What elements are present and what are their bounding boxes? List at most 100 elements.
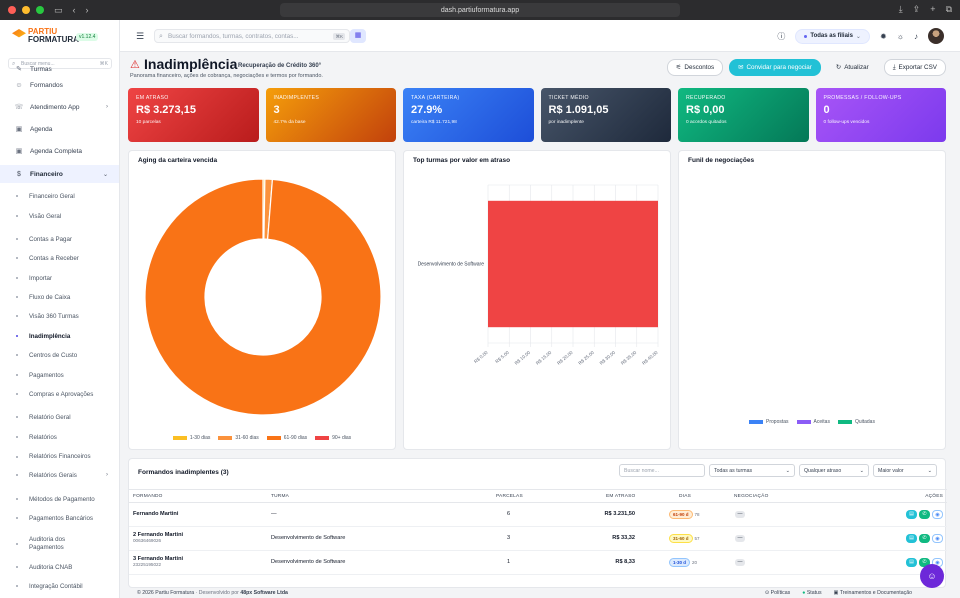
exportar-csv-button[interactable]: ⤓ Exportar CSV — [883, 59, 946, 76]
turmas-select[interactable]: Todas as turmas ⌄ — [709, 464, 795, 477]
sidebar-item-financeiro[interactable]: $ Financeiro ⌄ — [0, 165, 119, 183]
view-icon[interactable]: ◉ — [932, 534, 943, 543]
col-parcelas[interactable]: PARCELAS — [496, 494, 523, 499]
tabs-overview-icon[interactable]: ⧉ — [945, 4, 952, 14]
negociacao-status[interactable]: — — [735, 511, 745, 518]
formando-name[interactable]: 2 Fernando Martini — [133, 532, 184, 538]
sidebar-item-importar[interactable]: Importar — [0, 269, 119, 287]
kpi-card: EM ATRASO R$ 3.273,15 10 parcelas — [128, 88, 259, 142]
bullet-icon — [16, 456, 18, 458]
sidebar-item-relatorios[interactable]: Relatórios — [0, 428, 119, 446]
new-tab-icon[interactable]: + — [930, 4, 936, 14]
bell-icon[interactable]: ♪ — [914, 31, 918, 41]
sidebar-item-atendimento-app[interactable]: ☏ Atendimento App › — [0, 98, 119, 116]
col-dias[interactable]: DIAS — [679, 494, 691, 499]
bullet-icon — [16, 543, 18, 545]
back-icon[interactable]: ‹ — [72, 5, 76, 15]
address-bar[interactable]: dash.partiuformatura.app — [280, 3, 680, 17]
sidebar-toggle-icon[interactable]: ▭ — [54, 4, 63, 15]
col-turma[interactable]: TURMA — [271, 494, 290, 499]
dev-name[interactable]: 48px Software Ltda — [240, 590, 288, 596]
chat-fab-button[interactable]: ☺ — [920, 564, 944, 588]
sidebar-item-agenda[interactable]: ▣ Agenda — [0, 120, 119, 138]
col-em-atraso[interactable]: EM ATRASO — [606, 494, 636, 499]
sidebar-item-fluxo-de-caixa[interactable]: Fluxo de Caixa — [0, 288, 119, 306]
sidebar-item-financeiro-geral[interactable]: Financeiro Geral — [0, 187, 119, 205]
sidebar-item-label: Inadimplência — [29, 332, 71, 340]
legend-item[interactable]: Quitadas — [837, 419, 875, 425]
convidar-negociar-button[interactable]: ✉ Convidar para negociar — [729, 59, 821, 76]
sidebar-item-relatorios-financeiros[interactable]: Relatórios Financeiros — [0, 447, 119, 467]
sidebar-item-agenda-completa[interactable]: ▣ Agenda Completa — [0, 142, 119, 160]
sidebar-item-contas-a-receber[interactable]: Contas a Receber — [0, 249, 119, 267]
politicas-link[interactable]: ⊙ Políticas — [765, 590, 790, 596]
negociacao-status[interactable]: — — [735, 535, 745, 542]
legend-item[interactable]: 31-60 dias — [218, 435, 259, 441]
view-icon[interactable]: ◉ — [932, 510, 943, 519]
quick-actions-button[interactable]: ▦ — [350, 29, 366, 43]
sidebar-item-formandos[interactable]: ☺ Formandos — [0, 76, 119, 94]
sidebar-item-inadimplencia[interactable]: Inadimplência — [0, 327, 119, 345]
col-formando[interactable]: FORMANDO — [133, 494, 163, 499]
whatsapp-icon[interactable]: ✆ — [919, 534, 930, 543]
forward-icon[interactable]: › — [85, 5, 89, 15]
donut-slice-61-90-dias[interactable] — [144, 178, 382, 416]
close-window-button[interactable] — [8, 6, 16, 14]
negociacao-status[interactable]: — — [735, 559, 745, 566]
table-row[interactable]: Fernando Martini — 6 R$ 3.231,50 61-90 d 78 — ▤… — [129, 503, 947, 527]
ordem-select[interactable]: Maior valor ⌄ — [873, 464, 937, 477]
whatsapp-icon[interactable]: ✆ — [919, 510, 930, 519]
maximize-window-button[interactable] — [36, 6, 44, 14]
offer-icon[interactable]: ▤ — [906, 534, 917, 543]
theme-icon[interactable]: ✹ — [879, 31, 887, 41]
name-search-input[interactable]: Buscar nome... — [619, 464, 705, 477]
col-negociacao[interactable]: NEGOCIAÇÃO — [734, 494, 769, 499]
treinamentos-link[interactable]: ▣ Treinamentos e Documentação — [834, 590, 912, 596]
minimize-window-button[interactable] — [22, 6, 30, 14]
filial-selector[interactable]: Todas as filiais ⌄ — [795, 28, 870, 44]
sidebar-item-auditoria-dos-pagamentos[interactable]: Auditoria dos Pagamentos — [0, 534, 119, 554]
download-icon[interactable]: ⤓ — [898, 4, 903, 14]
atualizar-button[interactable]: ↻ Atualizar — [827, 59, 878, 76]
sidebar-item-turmas[interactable]: ✎ Turmas — [0, 60, 119, 78]
menu-toggle-icon[interactable]: ☰ — [136, 31, 145, 41]
sidebar-item-pagamentos[interactable]: Pagamentos — [0, 366, 119, 384]
kpi-value: R$ 3.273,15 — [136, 104, 196, 116]
sidebar-item-auditoria-cnab[interactable]: Auditoria CNAB — [0, 558, 119, 576]
sidebar-item-centros-de-custo[interactable]: Centros de Custo — [0, 346, 119, 364]
status-link[interactable]: ● Status — [802, 590, 821, 596]
sidebar-item-visao-360-turmas[interactable]: Visão 360 Turmas — [0, 307, 119, 325]
sun-icon[interactable]: ☼ — [896, 31, 904, 41]
legend-item[interactable]: Propostas — [749, 419, 789, 425]
legend-item[interactable]: 1-30 dias — [172, 435, 210, 441]
sidebar-item-integracao-contabil[interactable]: Integração Contábil — [0, 577, 119, 595]
sidebar-item-pagamentos-bancarios[interactable]: Pagamentos Bancários — [0, 509, 119, 527]
brand-logo[interactable]: PARTIU FORMATURA — [12, 28, 79, 44]
help-icon[interactable]: ⓘ — [777, 31, 786, 41]
legend-item[interactable]: Aceitas — [796, 419, 830, 425]
whatsapp-icon[interactable]: ✆ — [919, 558, 930, 567]
menu-search-input[interactable]: ⌕ Buscar menu... ⌘K — [8, 58, 112, 69]
legend-item[interactable]: 61-90 dias — [266, 435, 307, 441]
descontos-button[interactable]: ⚟ Descontos — [666, 59, 724, 76]
sidebar-item-relatorios-gerais[interactable]: Relatórios Gerais › — [0, 466, 119, 484]
legend-item[interactable]: 90+ dias — [315, 435, 351, 441]
bar-desenvolvimento-de-software[interactable] — [488, 200, 658, 328]
sidebar-item-visao-geral[interactable]: Visão Geral — [0, 207, 119, 225]
table-row[interactable]: 2 Fernando Martini 00636469026 Desenvolvim… — [129, 527, 947, 551]
table-row[interactable]: 3 Fernando Martini 23225195022 Desenvolvim… — [129, 551, 947, 575]
avatar[interactable] — [928, 28, 944, 44]
offer-icon[interactable]: ▤ — [906, 558, 917, 567]
formando-name[interactable]: 3 Fernando Martini — [133, 556, 184, 562]
formando-name[interactable]: Fernando Martini — [133, 511, 179, 517]
global-search-input[interactable]: ⌕ Buscar formandos, turmas, contratos, c… — [154, 29, 350, 43]
sidebar-item-metodos-de-pagamento[interactable]: Métodos de Pagamento — [0, 490, 119, 508]
filial-label: Todas as filiais — [810, 33, 853, 39]
sidebar-item-contas-a-pagar[interactable]: Contas a Pagar — [0, 230, 119, 248]
sidebar-item-label: Atendimento App — [30, 103, 80, 111]
sidebar-item-relatorio-geral[interactable]: Relatório Geral — [0, 408, 119, 426]
offer-icon[interactable]: ▤ — [906, 510, 917, 519]
share-icon[interactable]: ⇪ — [912, 4, 921, 14]
atraso-select[interactable]: Qualquer atraso ⌄ — [799, 464, 869, 477]
sidebar-item-compras-e-aprovacoes[interactable]: Compras e Aprovações — [0, 385, 119, 403]
